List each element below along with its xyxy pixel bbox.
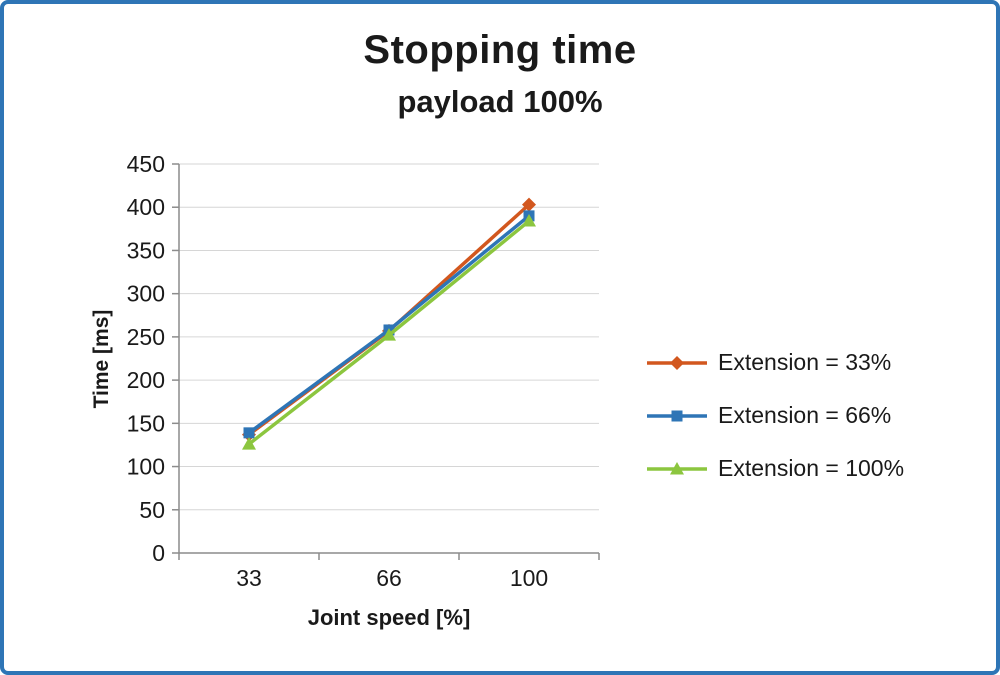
legend-label: Extension = 33% [718, 349, 892, 375]
legend-marker-triangle [670, 461, 684, 474]
y-tick-label: 250 [127, 324, 165, 350]
x-tick-label: 33 [236, 565, 262, 591]
y-tick-label: 350 [127, 237, 165, 263]
y-tick-label: 0 [152, 540, 165, 566]
y-tick-label: 200 [127, 367, 165, 393]
legend-sample [647, 461, 707, 474]
y-axis-title: Time [ms] [90, 309, 113, 409]
legend-marker-square [671, 410, 683, 421]
chart-subtitle: payload 100% [397, 84, 603, 119]
marker-diamond [522, 197, 536, 212]
y-tick-label: 300 [127, 281, 165, 307]
x-axis-title: Joint speed [%] [307, 605, 471, 630]
marker-triangle [382, 328, 396, 341]
legend-item: Extension = 66% [646, 402, 904, 429]
y-tick-label: 100 [127, 454, 165, 480]
plot-area: 0 50 100 150 200 250 300 350 400 450 33 66 100 [127, 151, 600, 591]
legend-label: Extension = 100% [718, 455, 905, 481]
y-tick-label: 450 [127, 151, 165, 177]
legend-item: Extension = 33% [646, 349, 904, 376]
legend-label: Extension = 66% [718, 402, 892, 428]
legend-marker-diamond [670, 355, 684, 370]
y-tick-label: 150 [127, 410, 165, 436]
legend-sample [647, 355, 707, 370]
chart-title: Stopping time [363, 28, 637, 72]
legend: Extension = 33% Extension = 66% Extension … [646, 349, 904, 482]
marker-triangle [242, 437, 256, 450]
y-tick-label: 400 [127, 194, 165, 220]
marker-triangle [522, 214, 536, 227]
legend-item: Extension = 100% [646, 455, 904, 482]
x-tick-label: 100 [510, 565, 548, 591]
marker-square [243, 427, 255, 439]
x-tick-label: 66 [376, 565, 402, 591]
legend-sample [647, 410, 707, 421]
y-tick-label: 50 [139, 497, 165, 523]
